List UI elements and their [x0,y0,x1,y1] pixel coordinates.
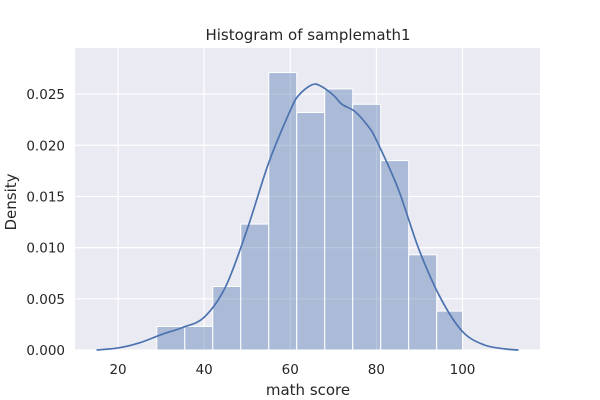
x-tick-label: 20 [109,362,126,378]
y-axis-title: Density [2,173,20,230]
x-axis-title: math score [266,381,350,399]
grid-lines [75,48,540,351]
x-tick-label: 60 [282,362,299,378]
histogram-bar [240,223,270,351]
histogram-bar [380,160,410,351]
x-tick-label: 80 [368,362,385,378]
kde-curve [96,83,519,351]
x-tick-label: 40 [196,362,213,378]
histogram-bar [352,103,382,351]
chart-title: Histogram of samplemath1 [205,26,410,44]
y-tick-label: 0.020 [26,138,65,154]
x-tick-labels: 20 40 60 80 100 [109,362,475,378]
y-tick-label: 0.015 [26,189,65,205]
histogram-bar [156,325,186,351]
histogram-bars [156,72,463,351]
y-tick-label: 0.005 [26,292,65,308]
x-tick-label: 100 [450,362,476,378]
histogram-bar [436,310,463,351]
histogram-bar [268,72,298,351]
histogram-bar [408,254,438,351]
histogram-bar [184,325,214,351]
histogram-bar [296,111,326,351]
y-tick-label: 0.010 [26,241,65,257]
y-tick-label: 0.025 [26,87,65,103]
histogram-bar [212,286,242,351]
y-tick-label: 0.000 [26,343,65,359]
histogram-bar [324,88,354,351]
y-tick-labels: 0.000 0.005 0.010 0.015 0.020 0.025 [26,87,65,359]
